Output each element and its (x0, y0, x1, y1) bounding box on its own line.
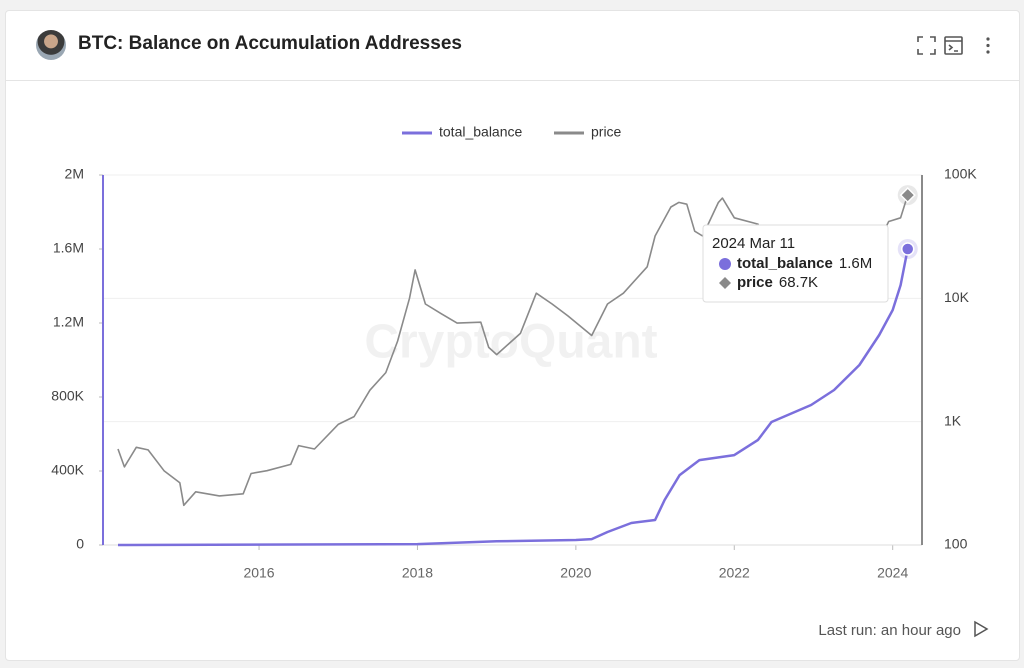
query-icon[interactable] (944, 36, 963, 55)
tooltip-row: total_balance 1.6M (737, 255, 872, 272)
title: BTC: Balance on Accumulation Addresses (78, 33, 462, 54)
tooltip-series-name: price (737, 274, 773, 291)
tooltip-marker (719, 277, 731, 289)
tooltip-box (702, 224, 889, 303)
tooltip-value: 68.7K (779, 274, 818, 291)
y2-tick-label: 10K (944, 289, 970, 305)
card: BTC: Balance on Accumulation Addresses L… (5, 10, 1020, 661)
y-tick-label: 0 (76, 536, 84, 552)
y2-tick-label: 100 (944, 536, 968, 552)
x-tick-label: 2016 (243, 565, 274, 581)
legend-label: price (591, 124, 622, 140)
legend-item[interactable]: price (554, 124, 622, 140)
tooltip-series-name: total_balance (737, 255, 833, 272)
tooltip-value: 1.6M (839, 255, 872, 272)
legend-label: total_balance (439, 124, 523, 140)
y2-tick-label: 1K (944, 412, 962, 428)
tooltip: 2024 Mar 11 total_balance 1.6M price 68.7K (702, 224, 889, 303)
y-tick-label: 1.2M (53, 314, 84, 330)
series-line (117, 194, 909, 507)
x-tick-label: 2022 (719, 565, 750, 581)
toolbar (917, 36, 990, 55)
y-tick-label: 1.6M (53, 240, 84, 256)
tooltip-marker (719, 258, 731, 270)
tooltip-title: 2024 Mar 11 (712, 235, 795, 252)
x-tick-label: 2024 (877, 565, 908, 581)
run-button[interactable] (974, 620, 989, 638)
y-tick-label: 800K (51, 388, 84, 404)
y-tick-label: 400K (51, 462, 84, 478)
last-run: Last run: an hour ago (818, 622, 961, 639)
menu-icon[interactable] (986, 37, 990, 54)
header: BTC: Balance on Accumulation Addresses (6, 11, 1019, 81)
hover-marker (899, 187, 916, 204)
tooltip-row: price 68.7K (737, 274, 818, 291)
x-tick-label: 2020 (560, 565, 591, 581)
hover-marker (900, 242, 915, 256)
fullscreen-icon[interactable] (917, 36, 936, 55)
legend-item[interactable]: total_balance (402, 124, 523, 140)
avatar (36, 30, 66, 60)
y2-tick-label: 100K (944, 166, 977, 182)
series-line (117, 248, 909, 547)
x-tick-label: 2018 (402, 565, 433, 581)
y-tick-label: 2M (65, 166, 84, 182)
